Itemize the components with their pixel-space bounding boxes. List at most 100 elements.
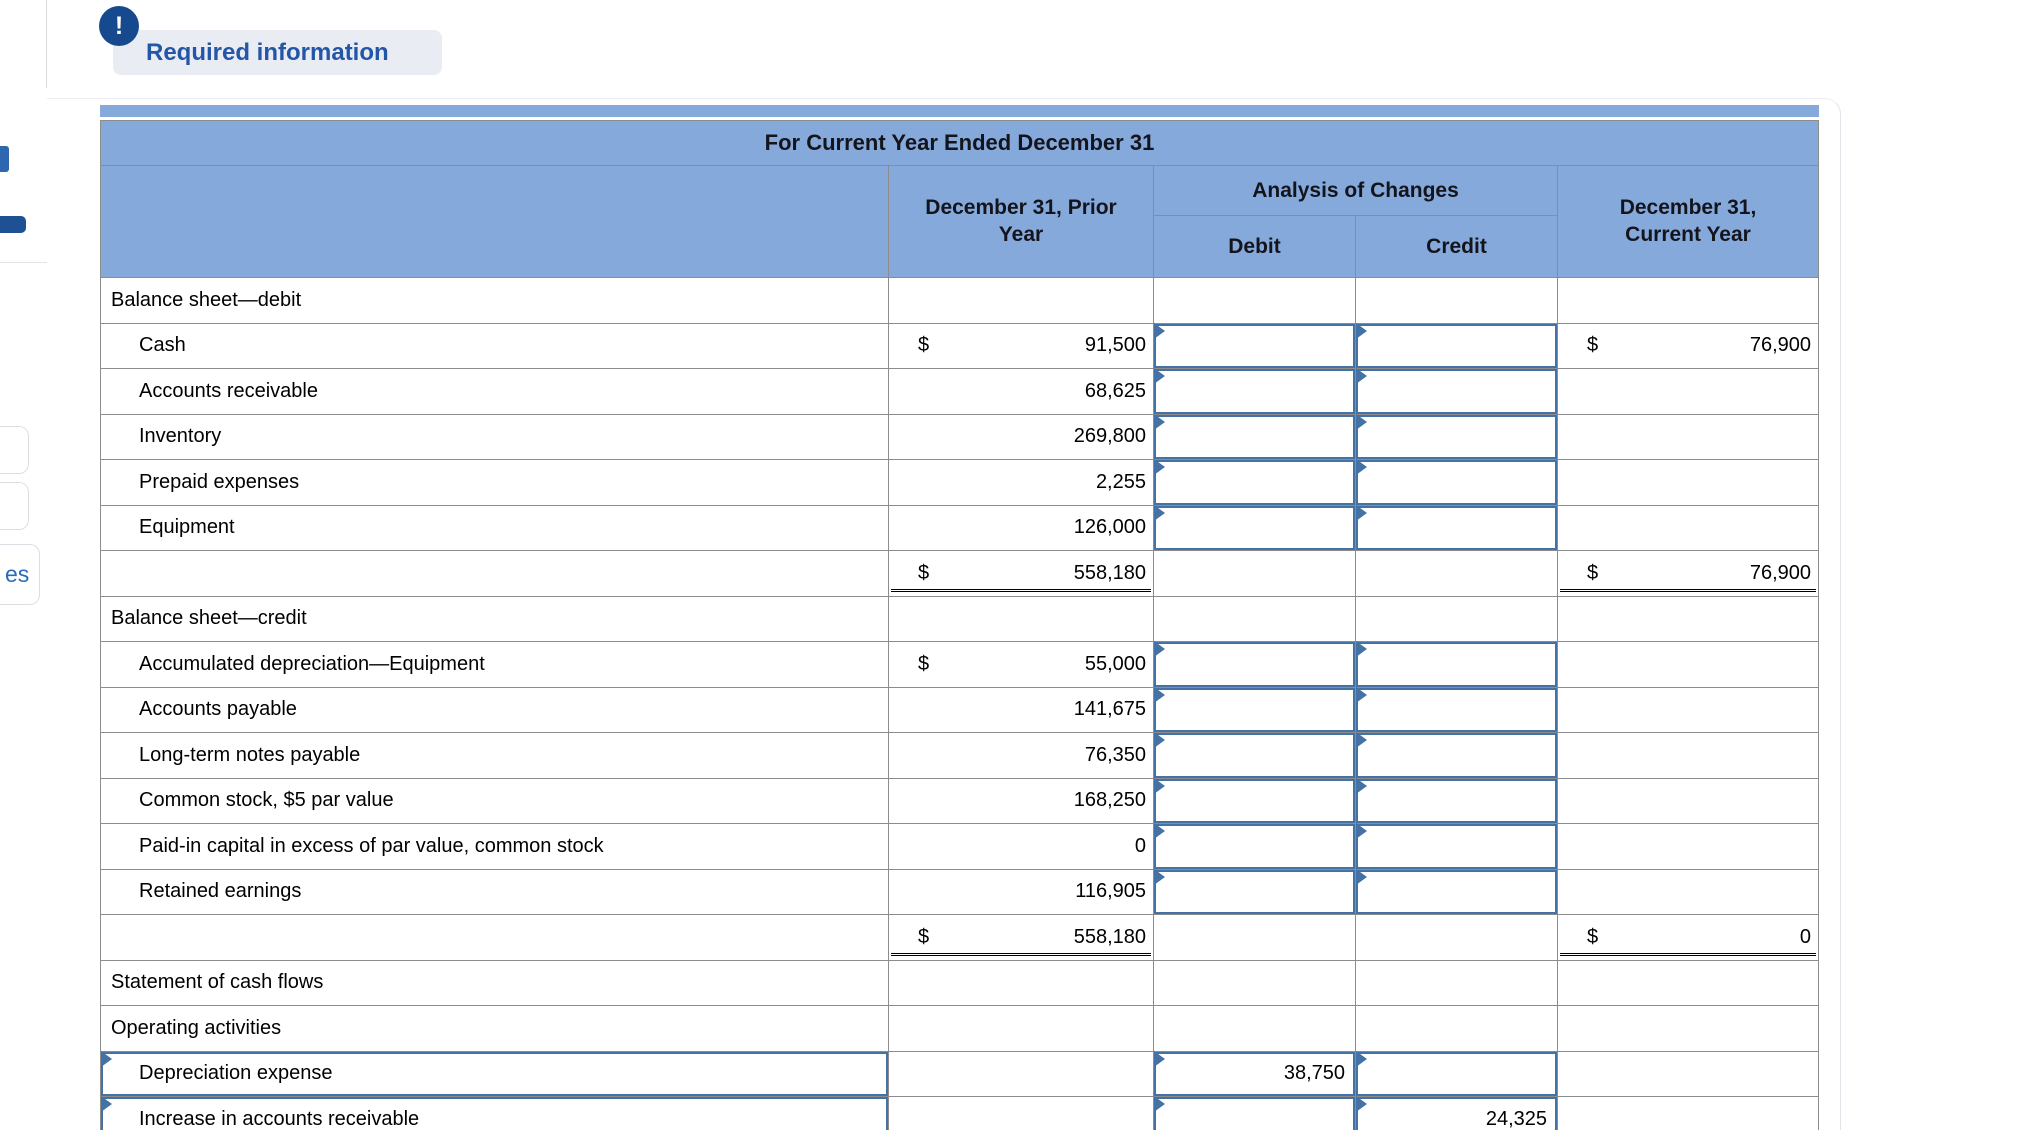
header-current-year-line1: December 31, — [1619, 196, 1757, 220]
credit-input-common-stock-5-par-value[interactable] — [1356, 777, 1557, 823]
credit-cell — [1356, 413, 1558, 459]
debit-input-accumulated-depreciation-equipment[interactable] — [1154, 641, 1355, 687]
debit-input-retained-earnings[interactable] — [1154, 868, 1355, 914]
credit-cell — [1356, 823, 1558, 869]
account-row-accounts-payable: Accounts payable 141,675 — [101, 686, 1818, 733]
row-label-cell: Accounts payable — [101, 687, 889, 732]
double-underline — [1560, 588, 1816, 592]
input-marker-icon — [1356, 777, 1367, 794]
current-year-amount — [1558, 1097, 1818, 1130]
row-label-cell: Equipment — [101, 505, 889, 550]
sidebar-partial-link[interactable]: es — [5, 561, 30, 587]
current-year-amount: $0 — [1558, 915, 1818, 960]
input-marker-icon — [1154, 732, 1165, 748]
current-year-amount — [1558, 415, 1818, 460]
credit-input-inventory[interactable] — [1356, 413, 1557, 459]
row-label-cell: Retained earnings — [101, 869, 889, 914]
input-marker-icon — [1154, 413, 1165, 430]
debit-input-long-term-notes-payable[interactable] — [1154, 732, 1355, 778]
row-label-cell: Long-term notes payable — [101, 733, 889, 778]
total-row-total-14: $558,180 $0 — [101, 915, 1818, 961]
sidebar-card-fragment[interactable] — [0, 482, 29, 530]
prior-year-amount — [889, 596, 1154, 641]
input-value: 38,750 — [1283, 1062, 1345, 1085]
prior-year-amount-value: 2,255 — [1095, 470, 1146, 493]
account-title-input-depreciation-expense[interactable]: Depreciation expense — [101, 1050, 888, 1096]
current-year-amount — [1558, 278, 1818, 323]
credit-input-long-term-notes-payable[interactable] — [1356, 732, 1557, 778]
row-label: Paid-in capital in excess of par value, … — [139, 834, 604, 857]
header-prior-year: December 31, Prior Year — [889, 166, 1154, 277]
row-label-cell: Operating activities — [101, 1006, 889, 1051]
current-year-amount — [1558, 642, 1818, 687]
sidebar-card-fragment[interactable] — [0, 426, 29, 474]
credit-cell — [1356, 278, 1558, 323]
input-marker-icon — [1356, 504, 1367, 521]
prior-year-amount-value: 558,180 — [1073, 925, 1146, 948]
row-label-cell: Balance sheet—credit — [101, 596, 889, 641]
credit-input-accumulated-depreciation-equipment[interactable] — [1356, 641, 1557, 687]
input-marker-icon — [101, 1096, 112, 1112]
section-row-statement-of-cash-flows: Statement of cash flows — [101, 960, 1818, 1006]
debit-input-cash[interactable] — [1154, 322, 1355, 368]
spreadsheet: For Current Year Ended December 31 Decem… — [100, 105, 1819, 1130]
input-marker-icon — [1154, 777, 1165, 794]
credit-input-increase-in-accounts-receivable[interactable]: 24,325 — [1356, 1096, 1557, 1130]
account-row-equipment: Equipment 126,000 — [101, 504, 1818, 551]
debit-input-depreciation-expense[interactable]: 38,750 — [1154, 1050, 1355, 1096]
debit-input-increase-in-accounts-receivable[interactable] — [1154, 1096, 1355, 1130]
credit-cell — [1356, 960, 1558, 1005]
debit-cell — [1154, 504, 1356, 550]
prior-year-amount-value: 55,000 — [1084, 652, 1146, 675]
current-year-amount — [1558, 870, 1818, 915]
debit-input-equipment[interactable] — [1154, 504, 1355, 550]
prior-year-amount-value: 76,350 — [1084, 743, 1146, 766]
credit-cell — [1356, 368, 1558, 414]
debit-cell — [1154, 641, 1356, 687]
credit-cell — [1356, 1050, 1558, 1096]
input-marker-icon — [1154, 823, 1165, 839]
prior-year-amount: 168,250 — [889, 778, 1154, 823]
input-marker-icon — [1154, 322, 1165, 339]
prior-year-amount — [889, 1097, 1154, 1130]
account-title-input-increase-in-accounts-receivable[interactable]: Increase in accounts receivable — [101, 1096, 888, 1130]
credit-cell — [1356, 322, 1558, 368]
credit-input-retained-earnings[interactable] — [1356, 868, 1557, 914]
debit-input-accounts-payable[interactable] — [1154, 686, 1355, 732]
credit-cell — [1356, 596, 1558, 641]
row-label: Operating activities — [111, 1016, 282, 1039]
sidebar-card-fragment[interactable]: es — [0, 544, 40, 605]
currency-symbol: $ — [1587, 334, 1599, 357]
header-analysis-label: Analysis of Changes — [1252, 178, 1459, 202]
debit-input-accounts-receivable[interactable] — [1154, 368, 1355, 414]
section-row-operating-activities: Operating activities — [101, 1006, 1818, 1052]
row-label: Retained earnings — [139, 880, 302, 903]
input-marker-icon — [1154, 868, 1165, 885]
current-year-amount-value: 76,900 — [1749, 561, 1811, 584]
credit-input-paid-in-capital-in-excess-of-par-value-common-stock[interactable] — [1356, 823, 1557, 869]
current-year-amount — [1558, 779, 1818, 824]
prior-year-amount — [889, 278, 1154, 323]
current-year-amount: $76,900 — [1558, 324, 1818, 369]
debit-input-inventory[interactable] — [1154, 413, 1355, 459]
sidebar-fragment-icon — [0, 146, 9, 172]
input-marker-icon — [1154, 504, 1165, 521]
credit-input-equipment[interactable] — [1356, 504, 1557, 550]
current-year-amount — [1558, 688, 1818, 733]
credit-input-depreciation-expense[interactable] — [1356, 1050, 1557, 1096]
debit-input-paid-in-capital-in-excess-of-par-value-common-stock[interactable] — [1154, 823, 1355, 869]
double-underline — [891, 952, 1151, 956]
currency-symbol: $ — [918, 652, 930, 675]
credit-input-accounts-receivable[interactable] — [1356, 368, 1557, 414]
header-debit-credit-row: Debit Credit — [1154, 216, 1557, 277]
row-label-cell: Statement of cash flows — [101, 960, 889, 1005]
prior-year-amount — [889, 1051, 1154, 1096]
credit-input-prepaid-expenses[interactable] — [1356, 459, 1557, 505]
credit-input-cash[interactable] — [1356, 322, 1557, 368]
input-marker-icon — [1154, 368, 1165, 384]
input-marker-icon — [1154, 459, 1165, 475]
debit-input-common-stock-5-par-value[interactable] — [1154, 777, 1355, 823]
debit-input-prepaid-expenses[interactable] — [1154, 459, 1355, 505]
credit-input-accounts-payable[interactable] — [1356, 686, 1557, 732]
required-information-label: Required information — [146, 38, 389, 66]
